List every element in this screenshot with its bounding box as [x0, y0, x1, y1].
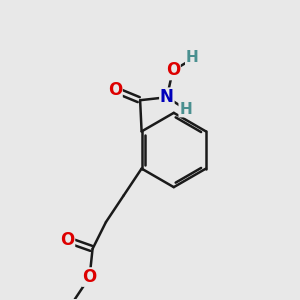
Text: O: O: [166, 61, 180, 80]
Text: H: H: [186, 50, 199, 65]
Text: O: O: [60, 231, 74, 249]
Text: N: N: [160, 88, 174, 106]
Text: O: O: [82, 268, 97, 286]
Text: O: O: [108, 81, 122, 99]
Text: H: H: [179, 102, 192, 117]
